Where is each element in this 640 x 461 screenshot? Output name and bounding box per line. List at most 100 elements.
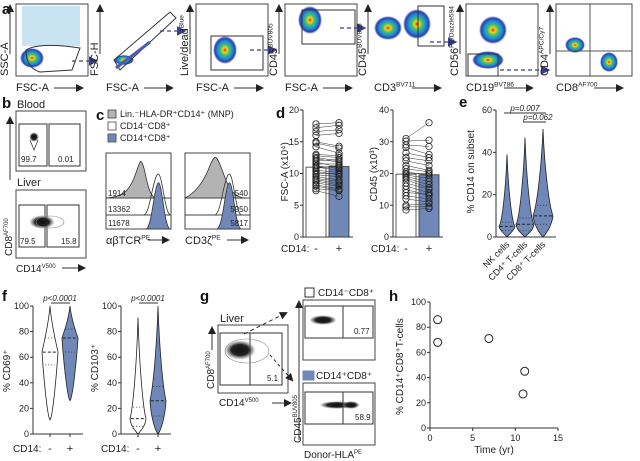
blood-contour-tail [29, 139, 39, 152]
mfi-value: 1914 [108, 189, 126, 198]
p-value: p<0.0001 [130, 294, 165, 303]
chart-d-left: 0 5 10 15 20 FSC-A (x10⁴) CD14: - + [280, 105, 353, 255]
paired-line [315, 129, 340, 132]
y-tick-label: 10 [379, 200, 389, 210]
gate-cd56-cd19-neg [467, 53, 499, 77]
paired-line [405, 203, 430, 206]
paired-line [405, 185, 430, 193]
gate-cd45 [301, 9, 356, 45]
violin-shape [532, 129, 554, 238]
y-tick-label: 60 [416, 347, 426, 357]
gate-cd3 [417, 5, 445, 47]
paired-line [315, 176, 340, 181]
paired-line [315, 170, 340, 173]
y-tick-label: 20 [379, 169, 389, 179]
x-tick-label: + [336, 243, 342, 255]
paired-line [315, 157, 340, 162]
y-tick-label: 0 [487, 232, 492, 242]
x-axis-prefix: CD14: [281, 244, 309, 255]
gate-polygon [25, 44, 81, 73]
density-cluster [20, 48, 44, 68]
g-bottom-contour-2 [342, 401, 360, 409]
data-point [425, 157, 433, 165]
paired-line [405, 152, 430, 158]
blood-plot-frame [15, 110, 87, 172]
g-top-title: CD14⁻CD8⁺ [318, 288, 374, 299]
x-axis-label: FSC-A [106, 82, 140, 94]
chart-d-right: 0 10 20 30 40 CD45 (x10³) CD14: - + [369, 105, 443, 255]
data-point [312, 185, 320, 193]
data-point [425, 119, 433, 127]
g-gate-value: 5.1 [267, 374, 279, 383]
data-point [335, 155, 343, 164]
g-sub-y-axis-label: CD45BUV805 [293, 394, 304, 443]
paired-line [315, 154, 340, 156]
paired-line [315, 133, 340, 136]
data-point [520, 366, 530, 376]
data-point [433, 315, 443, 325]
paired-line [315, 180, 340, 186]
panel-label-e: e [459, 94, 467, 111]
g-bottom-frame [302, 382, 376, 446]
violin-shape [61, 305, 79, 402]
y-tick-label: 30 [379, 137, 389, 147]
paired-line [315, 174, 340, 177]
y-axis-label: Live/deadBlue [179, 15, 191, 76]
blood-label: Blood [17, 99, 45, 111]
data-point [312, 177, 320, 185]
paired-line [315, 171, 340, 176]
y-tick-label: 15 [289, 137, 299, 147]
g-top-frame [302, 299, 376, 361]
liver-value-pos: 15.8 [61, 237, 77, 246]
paired-line [405, 174, 430, 179]
y-axis-label: CD4APC/Cy7 [539, 27, 551, 76]
y-tick-label: 60 [19, 352, 29, 362]
y-axis-label: CD56PE/Dazzle594 [449, 6, 461, 76]
y-axis-label: SSC-A [0, 42, 11, 76]
p-value: p<0.0001 [42, 294, 77, 303]
x-tick-label: 5 [470, 433, 475, 443]
data-point [402, 157, 410, 165]
y-tick-label: 20 [482, 190, 492, 200]
g-liver-contour-outer [224, 338, 270, 364]
paired-line [315, 165, 340, 169]
panel-g: g Liver 5.1 CD8AF700 CD14V500 CD14⁻CD8⁺ … [200, 287, 376, 461]
data-point [335, 182, 343, 190]
blood-gate-cd14neg [18, 123, 48, 167]
legend-swatch [107, 121, 117, 131]
paired-line [315, 159, 340, 162]
paired-line [405, 160, 430, 166]
data-point [425, 181, 433, 189]
gate-live [210, 35, 264, 71]
plot-frame [195, 3, 269, 77]
panel-label-b: b [2, 95, 11, 112]
panel-label-d: d [276, 105, 285, 122]
data-point [312, 182, 320, 190]
y-axis-label: CD45BUV805 [357, 23, 369, 76]
y-axis-label: FSC-H [89, 42, 101, 76]
y-tick-label: 0 [421, 423, 426, 433]
panel-label-g: g [200, 288, 209, 305]
violin-shape [149, 305, 167, 435]
data-point [335, 144, 343, 152]
liver-plot-frame [15, 189, 87, 259]
y-tick-label: 80 [19, 327, 29, 337]
y-tick-label: 80 [107, 327, 117, 337]
paired-line [315, 179, 340, 184]
cd14neg-histogram [214, 173, 242, 216]
y-axis-label: CD45 (x10³) [369, 147, 380, 201]
liver-value-neg: 79.5 [20, 237, 36, 246]
paired-line [315, 190, 340, 197]
legend-label: CD14⁻CD8⁺ [120, 121, 171, 131]
b-x-axis-label: CD14V500 [16, 264, 56, 275]
density-cluster [22, 6, 80, 46]
data-point [402, 149, 410, 157]
paired-line [405, 178, 430, 185]
data-point [402, 203, 410, 211]
density-diagonal [115, 40, 151, 70]
density-cluster [479, 16, 507, 44]
paired-line [315, 161, 340, 168]
paired-line [315, 185, 340, 191]
g-bottom-title: CD14⁺CD8⁺ [316, 371, 372, 382]
